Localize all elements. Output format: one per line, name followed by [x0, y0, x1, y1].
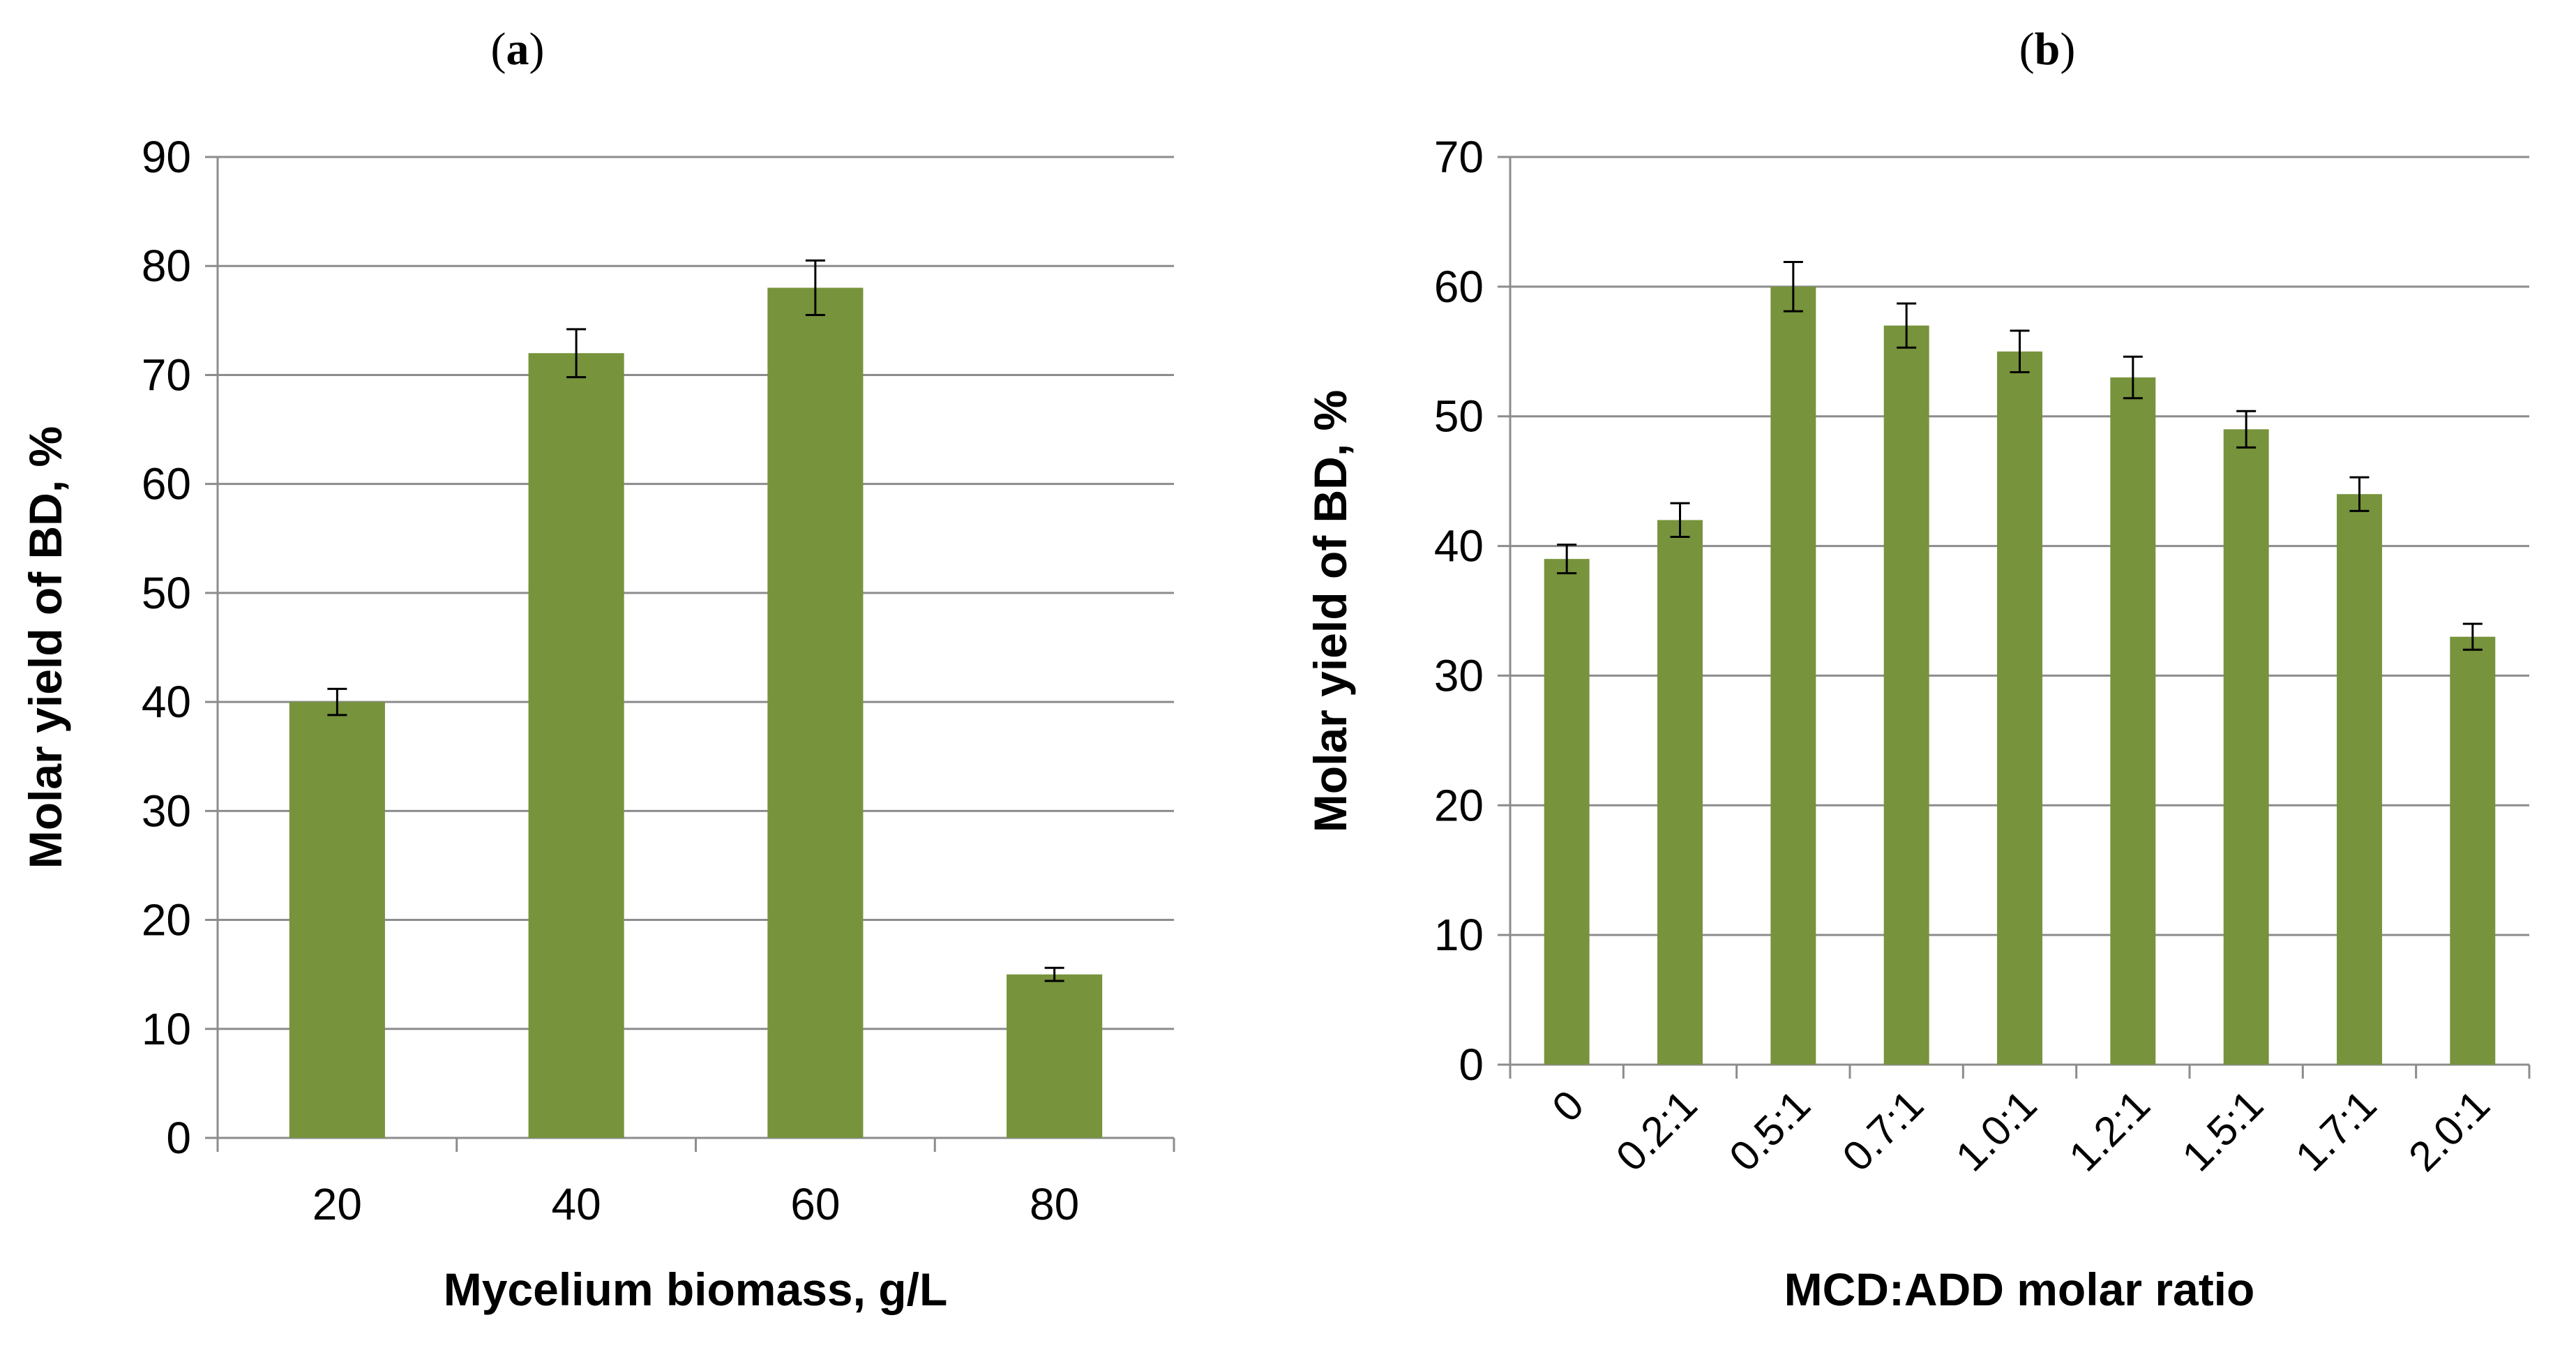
x-axis-title: Mycelium biomass, g/L	[444, 1263, 948, 1315]
bar	[1883, 325, 1929, 1065]
bar	[1657, 520, 1703, 1065]
x-tick-label: 0.2:1	[1607, 1081, 1706, 1180]
y-tick-label: 10	[1434, 910, 1484, 960]
panel-label-close: )	[529, 24, 545, 75]
x-tick-label: 40	[552, 1179, 601, 1229]
panel-label-letter: a	[506, 24, 529, 75]
panel-label-close: )	[2060, 24, 2075, 75]
y-tick-label: 90	[142, 132, 191, 182]
y-axis-title: Molar yield of BD, %	[1304, 390, 1356, 832]
bar	[528, 353, 624, 1139]
panel-label-letter: b	[2035, 24, 2061, 75]
y-tick-label: 50	[1434, 391, 1484, 442]
y-tick-label: 0	[166, 1113, 191, 1163]
bar	[289, 702, 385, 1138]
bar	[1770, 286, 1816, 1065]
y-tick-label: 50	[142, 568, 191, 618]
bar	[2450, 636, 2496, 1065]
x-tick-label: 1.0:1	[1947, 1081, 2046, 1180]
y-axis-title: Molar yield of BD, %	[20, 426, 71, 869]
y-tick-label: 30	[1434, 650, 1484, 700]
panel-label-open: (	[491, 24, 506, 75]
x-tick-label: 1.2:1	[2060, 1081, 2159, 1180]
x-tick-label: 20	[312, 1179, 362, 1229]
y-tick-label: 60	[142, 459, 191, 509]
y-tick-label: 10	[142, 1004, 191, 1054]
x-tick-label: 60	[790, 1179, 840, 1229]
x-tick-label: 1.7:1	[2287, 1081, 2386, 1180]
y-tick-label: 0	[1459, 1040, 1484, 1090]
y-tick-label: 80	[142, 241, 191, 291]
panel-label: (a)	[491, 24, 545, 75]
x-tick-label: 0.7:1	[1834, 1081, 1933, 1180]
y-tick-label: 30	[142, 786, 191, 836]
panel-label: (b)	[2019, 24, 2076, 75]
x-tick-label: 80	[1030, 1179, 1079, 1229]
x-tick-label: 1.5:1	[2174, 1081, 2273, 1180]
bar	[2223, 429, 2269, 1065]
y-tick-label: 20	[1434, 780, 1484, 830]
bar	[2110, 377, 2156, 1065]
y-tick-label: 70	[1434, 132, 1484, 182]
bar	[2337, 494, 2382, 1065]
y-tick-label: 70	[142, 350, 191, 400]
x-tick-label: 2.0:1	[2400, 1081, 2499, 1180]
bar	[1997, 351, 2042, 1065]
y-tick-label: 40	[142, 677, 191, 727]
bar	[1544, 559, 1590, 1065]
x-tick-label: 0	[1543, 1081, 1592, 1131]
bar	[767, 287, 864, 1138]
y-tick-label: 20	[142, 895, 191, 945]
chart-panel-a: (a) 0 10 20 30 40 50 60 70 80 90 20 40 60 80 Molar yiel…	[20, 24, 1175, 1315]
x-tick-label: 0.5:1	[1720, 1081, 1819, 1180]
y-tick-label: 60	[1434, 262, 1484, 312]
bar	[1007, 974, 1103, 1138]
y-tick-label: 40	[1434, 521, 1484, 571]
panel-label-open: (	[2019, 24, 2035, 75]
x-axis-title: MCD:ADD molar ratio	[1784, 1263, 2255, 1315]
